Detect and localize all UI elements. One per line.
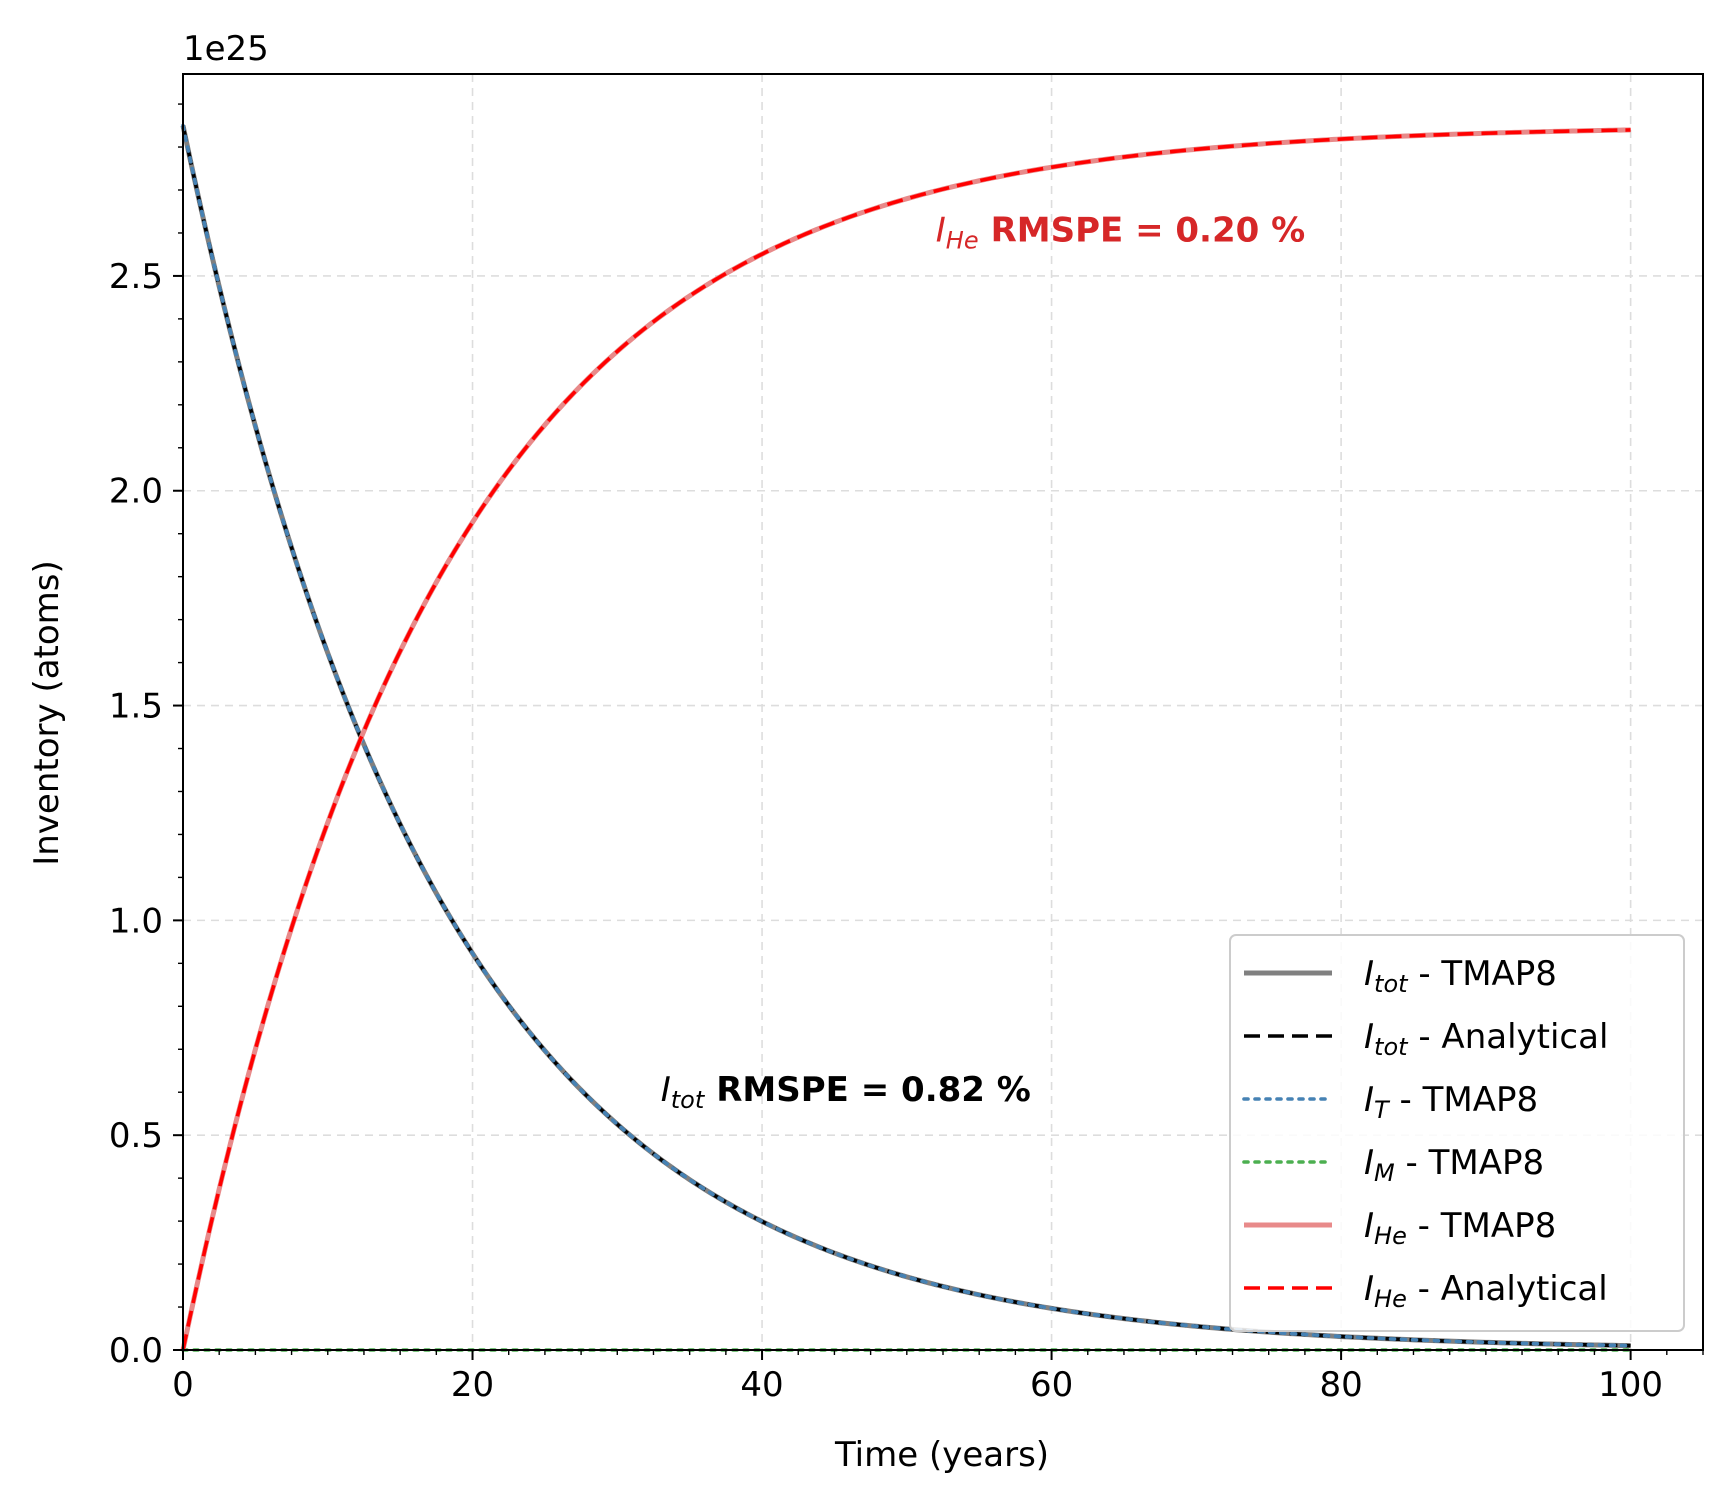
legend-entry-1: Itot - Analytical <box>1364 1017 1608 1061</box>
y-tick-label: 0.0 <box>109 1331 163 1371</box>
legend-entry-5: IHe - Analytical <box>1364 1269 1608 1313</box>
x-tick-label: 60 <box>1030 1365 1073 1405</box>
legend-entry-2: IT - TMAP8 <box>1364 1080 1538 1124</box>
y-offset-text: 1e25 <box>183 29 269 69</box>
x-tick-label: 80 <box>1319 1365 1362 1405</box>
frame-layer: 0 20 40 60 80 100 0.0 0.5 1.0 1.5 2.0 2.5 <box>109 73 1704 1405</box>
legend-entry-4: IHe - TMAP8 <box>1364 1206 1556 1250</box>
series-line-he-5 <box>181 128 1631 1351</box>
legend-entry-3: IM - TMAP8 <box>1364 1143 1544 1187</box>
legend-box <box>1229 934 1685 1332</box>
legend: Itot - TMAP8 Itot - Analytical IT - TMAP8 I… <box>1229 934 1685 1332</box>
annotation-rmspe-he: IHe RMSPE = 0.20 % <box>936 211 1305 255</box>
x-tick-label: 40 <box>740 1365 783 1405</box>
y-tick-label: 2.0 <box>109 472 163 512</box>
x-tick-label: 0 <box>172 1365 194 1405</box>
legend-entry-0: Itot - TMAP8 <box>1364 954 1557 998</box>
x-tick-label: 100 <box>1598 1365 1663 1405</box>
y-tick-label: 1.0 <box>109 901 163 941</box>
y-tick-label: 1.5 <box>109 687 163 727</box>
y-axis-label: Inventory (atoms) <box>27 560 67 866</box>
x-tick-label: 20 <box>451 1365 494 1405</box>
y-tick-label: 2.5 <box>109 257 163 297</box>
x-axis-label: Time (years) <box>834 1435 1049 1475</box>
y-tick-label: 0.5 <box>109 1116 163 1156</box>
annotation-layer: IHe RMSPE = 0.20 % Itot RMSPE = 0.82 % <box>661 211 1306 1114</box>
series-line-t-2 <box>181 123 1633 1348</box>
annotation-rmspe-tot: Itot RMSPE = 0.82 % <box>661 1070 1031 1114</box>
